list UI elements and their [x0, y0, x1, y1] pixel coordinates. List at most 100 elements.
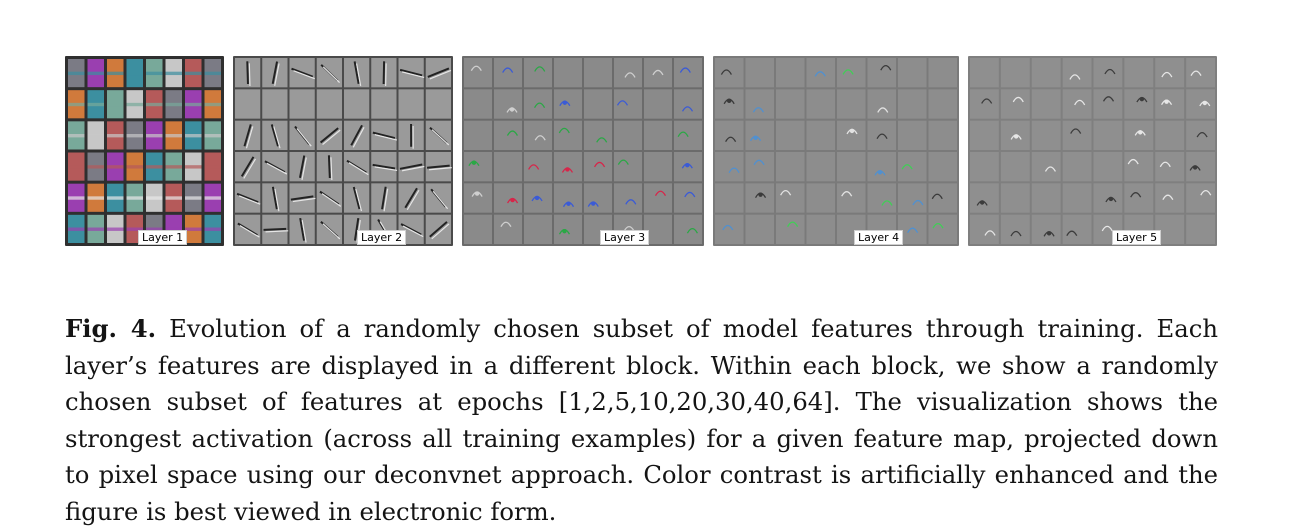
- feature-tile: [644, 89, 672, 118]
- feature-tile: [317, 121, 342, 150]
- feature-tile: [776, 215, 805, 244]
- feature-tile: [1094, 152, 1123, 181]
- feature-tile: [464, 183, 492, 212]
- feature-tile: [399, 183, 424, 212]
- feature-tile: [929, 183, 958, 212]
- feature-tile: [127, 153, 144, 181]
- feature-tile: [494, 215, 522, 244]
- feature-tile: [715, 215, 744, 244]
- feature-tile: [426, 152, 452, 181]
- feature-tile: [776, 58, 805, 87]
- feature-tile: [1155, 183, 1184, 212]
- feature-tile: [235, 215, 260, 244]
- feature-tile: [674, 121, 702, 150]
- figure-label: Fig. 4.: [65, 314, 156, 343]
- layer-2-label: Layer 2: [357, 230, 406, 245]
- feature-tile: [644, 183, 672, 212]
- feature-tile: [464, 152, 492, 181]
- layer-4-panel: Layer 4: [713, 56, 959, 246]
- feature-tile: [107, 153, 124, 181]
- feature-tile: [464, 121, 492, 150]
- feature-tile: [970, 58, 999, 87]
- feature-tile: [524, 89, 552, 118]
- feature-tile: [88, 121, 105, 149]
- layer-1-label: Layer 1: [138, 230, 187, 245]
- feature-tile: [1001, 183, 1030, 212]
- feature-tile: [1001, 121, 1030, 150]
- feature-tile: [371, 152, 397, 181]
- feature-tile: [898, 58, 927, 87]
- feature-tile: [554, 58, 582, 87]
- layer-2-feature-grid: [233, 56, 453, 246]
- feature-tile: [399, 89, 424, 118]
- feature-tile: [262, 152, 287, 181]
- feature-tile: [674, 89, 702, 118]
- feature-tile: [317, 58, 342, 87]
- feature-tile: [1155, 152, 1184, 181]
- feature-tile: [898, 89, 927, 118]
- feature-tile: [746, 89, 775, 118]
- feature-tile: [317, 89, 342, 118]
- feature-tile: [524, 58, 552, 87]
- feature-tile: [674, 183, 702, 212]
- layer-4-label: Layer 4: [854, 230, 903, 245]
- feature-tile: [674, 152, 702, 181]
- feature-tile: [584, 89, 612, 118]
- feature-tile: [426, 215, 451, 244]
- feature-tile: [868, 58, 897, 87]
- layer-3-label: Layer 3: [600, 230, 649, 245]
- feature-tile: [68, 153, 85, 181]
- feature-tile: [185, 90, 202, 118]
- feature-tile: [290, 121, 315, 150]
- feature-tile: [205, 59, 222, 87]
- feature-tile: [68, 121, 85, 149]
- feature-tile: [494, 152, 522, 181]
- feature-tile: [205, 90, 222, 118]
- layer-3-panel: Layer 3: [462, 56, 704, 246]
- feature-tile: [776, 89, 805, 118]
- feature-tile: [1001, 89, 1030, 118]
- layer-4-feature-grid: [713, 56, 959, 246]
- feature-tile: [837, 152, 866, 181]
- feature-tile: [426, 89, 451, 118]
- layer-5-panel: Layer 5: [968, 56, 1217, 246]
- feature-tile: [524, 183, 552, 212]
- feature-tile: [715, 183, 744, 212]
- feature-tile: [1124, 89, 1153, 118]
- feature-tile: [1094, 89, 1123, 118]
- feature-tile: [524, 215, 552, 244]
- feature-tile: [399, 152, 425, 181]
- feature-tile: [166, 153, 183, 181]
- feature-tile: [1063, 121, 1092, 150]
- feature-tile: [674, 58, 702, 87]
- feature-tile: [1186, 183, 1215, 212]
- feature-tile: [166, 90, 183, 118]
- feature-tile: [205, 121, 222, 149]
- figure-caption: Fig. 4. Evolution of a randomly chosen s…: [65, 311, 1218, 530]
- feature-tile: [1032, 58, 1061, 87]
- feature-tile: [746, 152, 775, 181]
- feature-tile: [614, 89, 642, 118]
- feature-tile: [317, 183, 342, 212]
- feature-tile: [371, 58, 396, 87]
- feature-tile: [317, 152, 342, 181]
- feature-tile: [807, 58, 836, 87]
- feature-tile: [644, 58, 672, 87]
- feature-tile: [614, 58, 642, 87]
- feature-tile: [807, 89, 836, 118]
- feature-tile: [614, 183, 642, 212]
- feature-tile: [127, 90, 144, 118]
- feature-tile: [584, 183, 612, 212]
- feature-tile: [746, 215, 775, 244]
- feature-tile: [185, 59, 202, 87]
- feature-tile: [371, 121, 397, 150]
- feature-tile: [146, 59, 163, 87]
- feature-tile: [262, 58, 287, 87]
- feature-tile: [715, 58, 744, 87]
- feature-tile: [68, 184, 85, 212]
- feature-tile: [837, 89, 866, 118]
- feature-tile: [1186, 89, 1215, 118]
- feature-tile: [1032, 215, 1061, 244]
- feature-tile: [262, 183, 287, 212]
- feature-tile: [205, 153, 222, 181]
